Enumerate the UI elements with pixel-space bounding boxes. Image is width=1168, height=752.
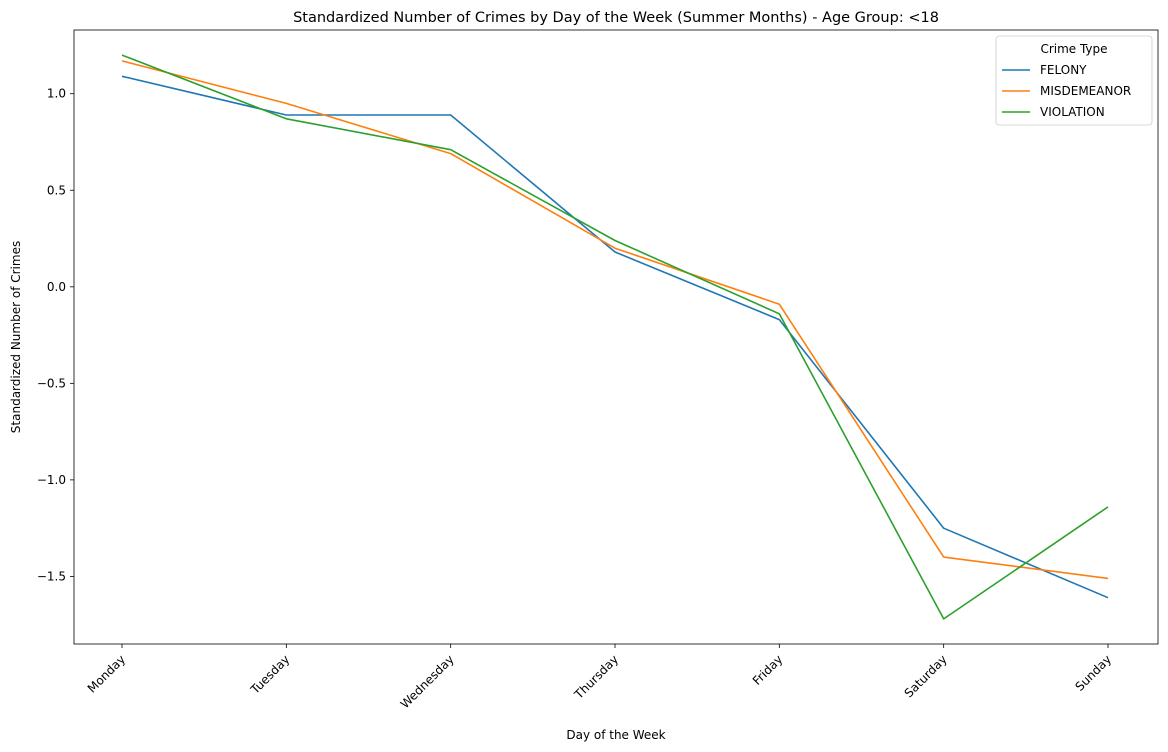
chart-title: Standardized Number of Crimes by Day of … xyxy=(293,10,939,26)
x-axis-ticks: Monday Tuesday Wednesday Thursday Friday Satu… xyxy=(85,644,1114,711)
x-tick-label: Monday xyxy=(85,652,128,695)
x-tick-label: Tuesday xyxy=(247,652,292,697)
y-tick-label: 1.0 xyxy=(47,87,66,101)
legend-title: Crime Type xyxy=(1040,42,1107,56)
legend-frame xyxy=(995,35,1153,126)
y-tick-label: −0.5 xyxy=(37,376,66,390)
legend-label-misdemeanor: MISDEMEANOR xyxy=(1040,84,1131,98)
x-tick-label: Sunday xyxy=(1072,652,1114,694)
legend-label-felony: FELONY xyxy=(1040,63,1087,77)
plot-frame xyxy=(73,29,1159,645)
series-line-misdemeanor xyxy=(121,60,1109,580)
series-line-felony xyxy=(121,75,1109,599)
y-tick-label: 0.0 xyxy=(47,280,66,294)
y-tick-label: −1.5 xyxy=(37,569,66,583)
x-tick-label: Thursday xyxy=(571,652,621,702)
y-axis-label: Standardized Number of Crimes xyxy=(9,241,23,433)
x-tick-label: Wednesday xyxy=(398,652,457,711)
legend: Crime Type FELONY MISDEMEANOR VIOLATION xyxy=(995,35,1153,126)
legend-label-violation: VIOLATION xyxy=(1040,105,1105,119)
series-line-violation xyxy=(121,54,1109,620)
series-layer xyxy=(121,54,1109,620)
y-tick-label: −1.0 xyxy=(37,473,66,487)
y-axis-ticks: −1.5 −1.0 −0.5 0.0 0.5 1.0 xyxy=(37,87,74,583)
y-tick-label: 0.5 xyxy=(47,183,66,197)
x-axis-label: Day of the Week xyxy=(566,728,665,742)
x-tick-label: Saturday xyxy=(902,652,950,700)
legend-entries: FELONY MISDEMEANOR VIOLATION xyxy=(1002,63,1131,119)
x-tick-label: Friday xyxy=(750,652,786,688)
